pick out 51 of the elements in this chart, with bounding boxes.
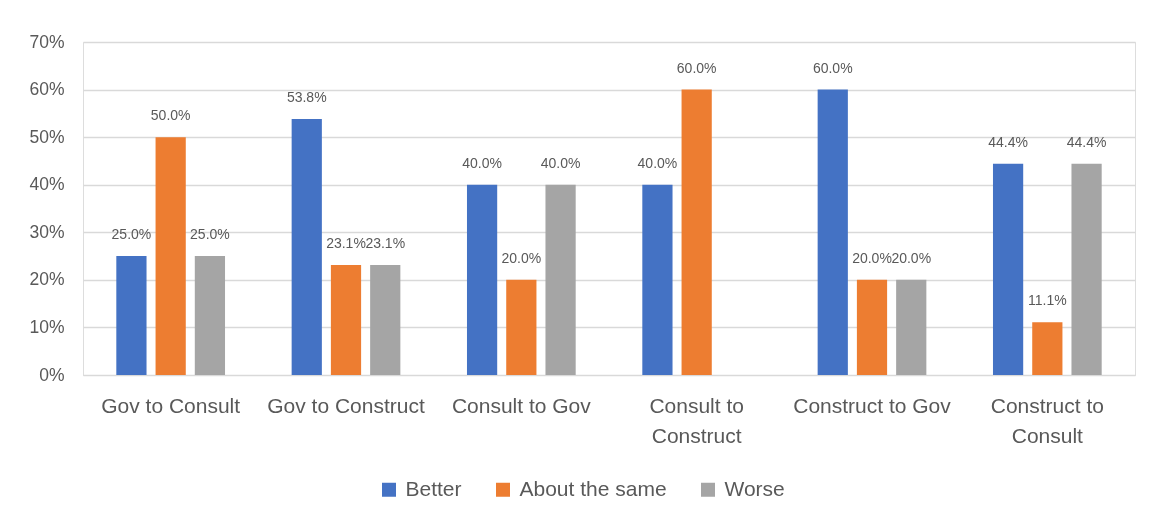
data-label: 25.0%	[111, 226, 152, 243]
data-label: 60.0%	[676, 59, 717, 76]
x-tick-label: Gov to Consult	[101, 393, 241, 417]
bar	[291, 119, 322, 375]
y-tick-label: 60%	[29, 79, 65, 100]
bar	[116, 256, 147, 375]
y-tick-label: 10%	[29, 316, 65, 337]
bar	[155, 137, 186, 375]
bar	[856, 279, 888, 375]
data-label: 23.1%	[326, 235, 366, 252]
x-tick-label: Construct to Gov	[793, 393, 952, 417]
data-label: 50.0%	[150, 107, 191, 124]
legend-label: Worse	[724, 476, 785, 500]
data-label: 23.1%	[365, 235, 406, 252]
x-tick-label: Construct to Consult	[990, 393, 1104, 447]
x-tick-label: Consult to Construct	[649, 393, 744, 447]
data-label: 53.8%	[286, 89, 327, 106]
data-label: 11.1%	[1028, 292, 1067, 309]
data-label: 40.0%	[540, 154, 581, 171]
x-tick-label: Consult to Gov	[451, 393, 592, 417]
x-tick-label: Gov to Construct	[267, 393, 425, 417]
y-tick-label: 0%	[39, 364, 65, 385]
bar	[506, 279, 537, 375]
data-label: 44.4%	[988, 133, 1028, 150]
data-label: 40.0%	[462, 154, 502, 171]
bar	[1071, 163, 1102, 375]
bar	[642, 184, 673, 375]
y-tick-label: 70%	[29, 31, 65, 52]
data-label: 20.0%	[501, 249, 542, 266]
bar	[1032, 322, 1063, 375]
bar	[194, 256, 226, 375]
bar	[681, 89, 712, 375]
data-label: 44.4%	[1066, 133, 1107, 150]
bar	[330, 265, 362, 375]
y-tick-label: 50%	[29, 126, 65, 147]
data-label: 20.0%	[852, 249, 892, 266]
data-label: 25.0%	[190, 226, 230, 243]
bar	[370, 265, 401, 375]
y-tick-label: 20%	[29, 269, 65, 290]
data-label: 20.0%	[891, 249, 932, 266]
y-tick-label: 40%	[29, 174, 65, 195]
bar	[992, 163, 1024, 375]
legend-label: Better	[405, 476, 462, 500]
legend-label: About the same	[519, 476, 667, 500]
bar	[545, 184, 576, 375]
bar	[817, 89, 848, 375]
bar	[896, 279, 927, 375]
bar	[466, 184, 498, 375]
y-tick-label: 30%	[29, 221, 65, 242]
data-label: 60.0%	[812, 59, 853, 76]
data-label: 40.0%	[637, 154, 678, 171]
